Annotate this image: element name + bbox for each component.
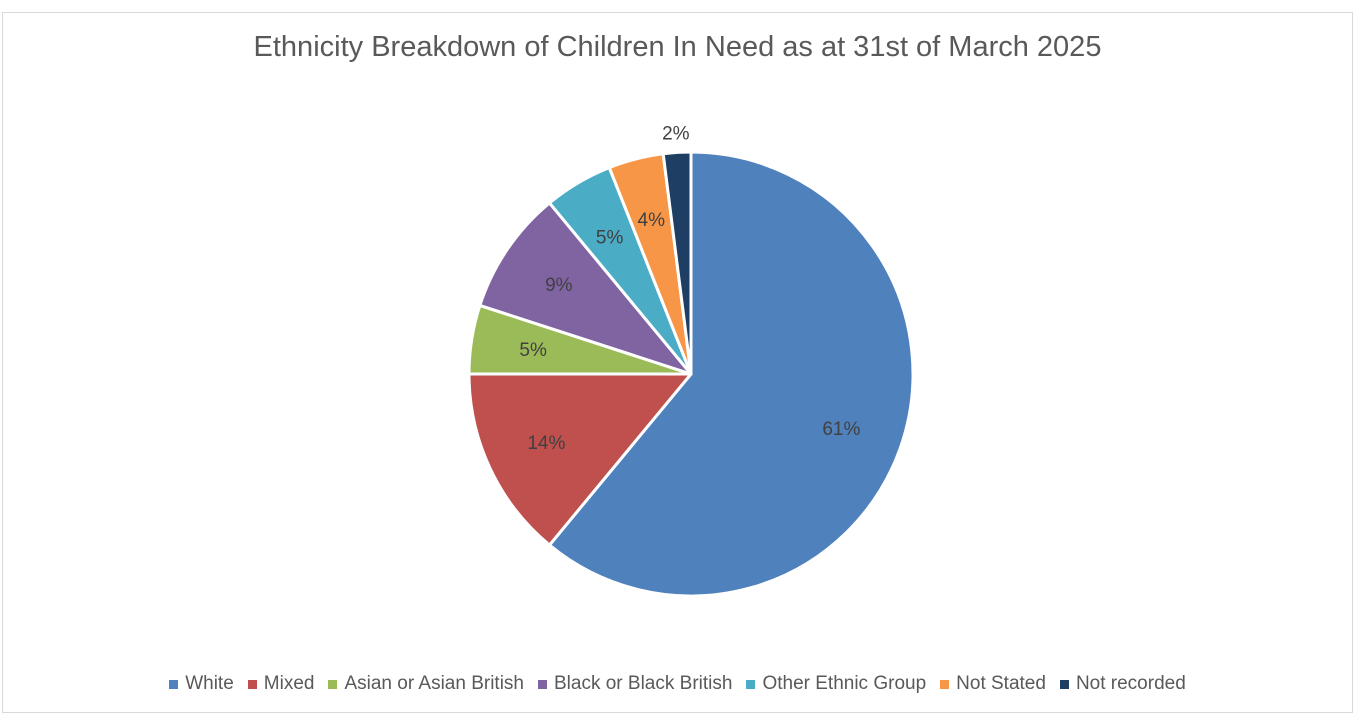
pie-slice-black-or-black-british bbox=[478, 201, 693, 376]
data-label-asian-or-asian-british: 5% bbox=[519, 340, 547, 361]
legend-label: Not Stated bbox=[956, 673, 1046, 694]
legend-swatch bbox=[169, 679, 179, 689]
chart-frame: Ethnicity Breakdown of Children In Need … bbox=[2, 12, 1353, 713]
legend-label: Black or Black British bbox=[554, 673, 733, 694]
legend-swatch bbox=[1059, 679, 1069, 689]
pie-chart: 61% 14% 5% 9% 5% 4% 2% bbox=[467, 123, 915, 598]
legend-label: Not recorded bbox=[1075, 673, 1186, 694]
legend-item-asian-or-asian-british: Asian or Asian British bbox=[328, 673, 524, 695]
chart-legend: White Mixed Asian or Asian British Black or… bbox=[3, 673, 1352, 695]
legend-item-other-ethnic-group: Other Ethnic Group bbox=[746, 673, 926, 695]
legend-label: White bbox=[185, 673, 234, 694]
legend-item-black-or-black-british: Black or Black British bbox=[538, 673, 732, 695]
legend-item-mixed: Mixed bbox=[247, 673, 315, 695]
data-label-white: 61% bbox=[822, 419, 860, 440]
data-label-mixed: 14% bbox=[527, 433, 565, 454]
legend-swatch bbox=[940, 679, 950, 689]
legend-swatch bbox=[328, 679, 338, 689]
data-label-other-ethnic-group: 5% bbox=[596, 227, 624, 248]
legend-item-not-stated: Not Stated bbox=[940, 673, 1046, 695]
pie-slice-not-recorded bbox=[661, 150, 693, 376]
legend-item-white: White bbox=[169, 673, 234, 695]
legend-swatch bbox=[746, 679, 756, 689]
chart-title: Ethnicity Breakdown of Children In Need … bbox=[253, 31, 1102, 63]
legend-item-not-recorded: Not recorded bbox=[1059, 673, 1186, 695]
pie-slice-white bbox=[547, 150, 915, 598]
legend-label: Mixed bbox=[263, 673, 315, 694]
legend-swatch bbox=[247, 679, 257, 689]
data-label-not-recorded: 2% bbox=[662, 123, 690, 144]
legend-label: Asian or Asian British bbox=[344, 673, 524, 694]
legend-label: Other Ethnic Group bbox=[762, 673, 927, 694]
pie-slice-mixed bbox=[467, 372, 693, 547]
legend-swatch bbox=[538, 679, 547, 689]
data-label-not-stated: 4% bbox=[638, 210, 666, 231]
data-label-black-or-black-british: 9% bbox=[545, 275, 573, 296]
